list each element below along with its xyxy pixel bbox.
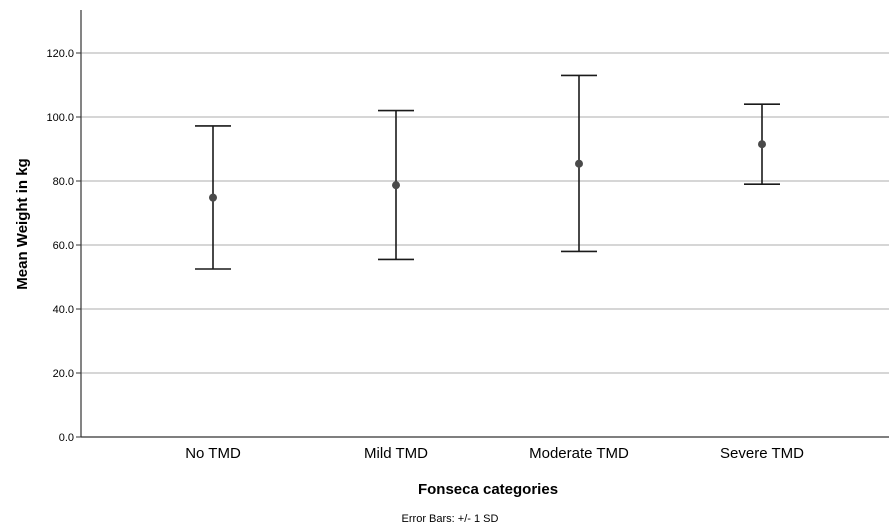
- y-axis-title: Mean Weight in kg: [14, 158, 31, 289]
- mean-point: [575, 159, 583, 168]
- error-bar-group: [195, 125, 231, 270]
- y-ticks: 0.0 20.0 40.0 60.0 80.0 100.0 120.0: [46, 48, 81, 444]
- error-bars: [195, 74, 780, 270]
- error-bars-footnote: Error Bars: +/- 1 SD: [402, 513, 499, 525]
- y-tick-label: 20.0: [53, 368, 74, 380]
- y-tick-label: 40.0: [53, 304, 74, 316]
- x-tick-label: Severe TMD: [720, 445, 804, 462]
- y-tick-label: 60.0: [53, 240, 74, 252]
- x-axis-title: Fonseca categories: [418, 481, 558, 498]
- error-bar-group: [561, 74, 597, 253]
- mean-point: [758, 140, 766, 149]
- error-bar-group: [744, 103, 780, 185]
- mean-point: [392, 181, 400, 190]
- gridlines: [81, 52, 889, 374]
- x-tick-label: Mild TMD: [364, 445, 428, 462]
- y-tick-label: 120.0: [46, 48, 74, 60]
- y-tick-label: 0.0: [59, 432, 74, 444]
- x-tick-label: Moderate TMD: [529, 445, 629, 462]
- y-tick-label: 100.0: [46, 112, 74, 124]
- x-tick-label: No TMD: [185, 445, 241, 462]
- mean-point: [209, 193, 217, 202]
- x-ticks: No TMD Mild TMD Moderate TMD Severe TMD: [185, 445, 804, 462]
- y-tick-label: 80.0: [53, 176, 74, 188]
- error-bar-group: [378, 109, 414, 261]
